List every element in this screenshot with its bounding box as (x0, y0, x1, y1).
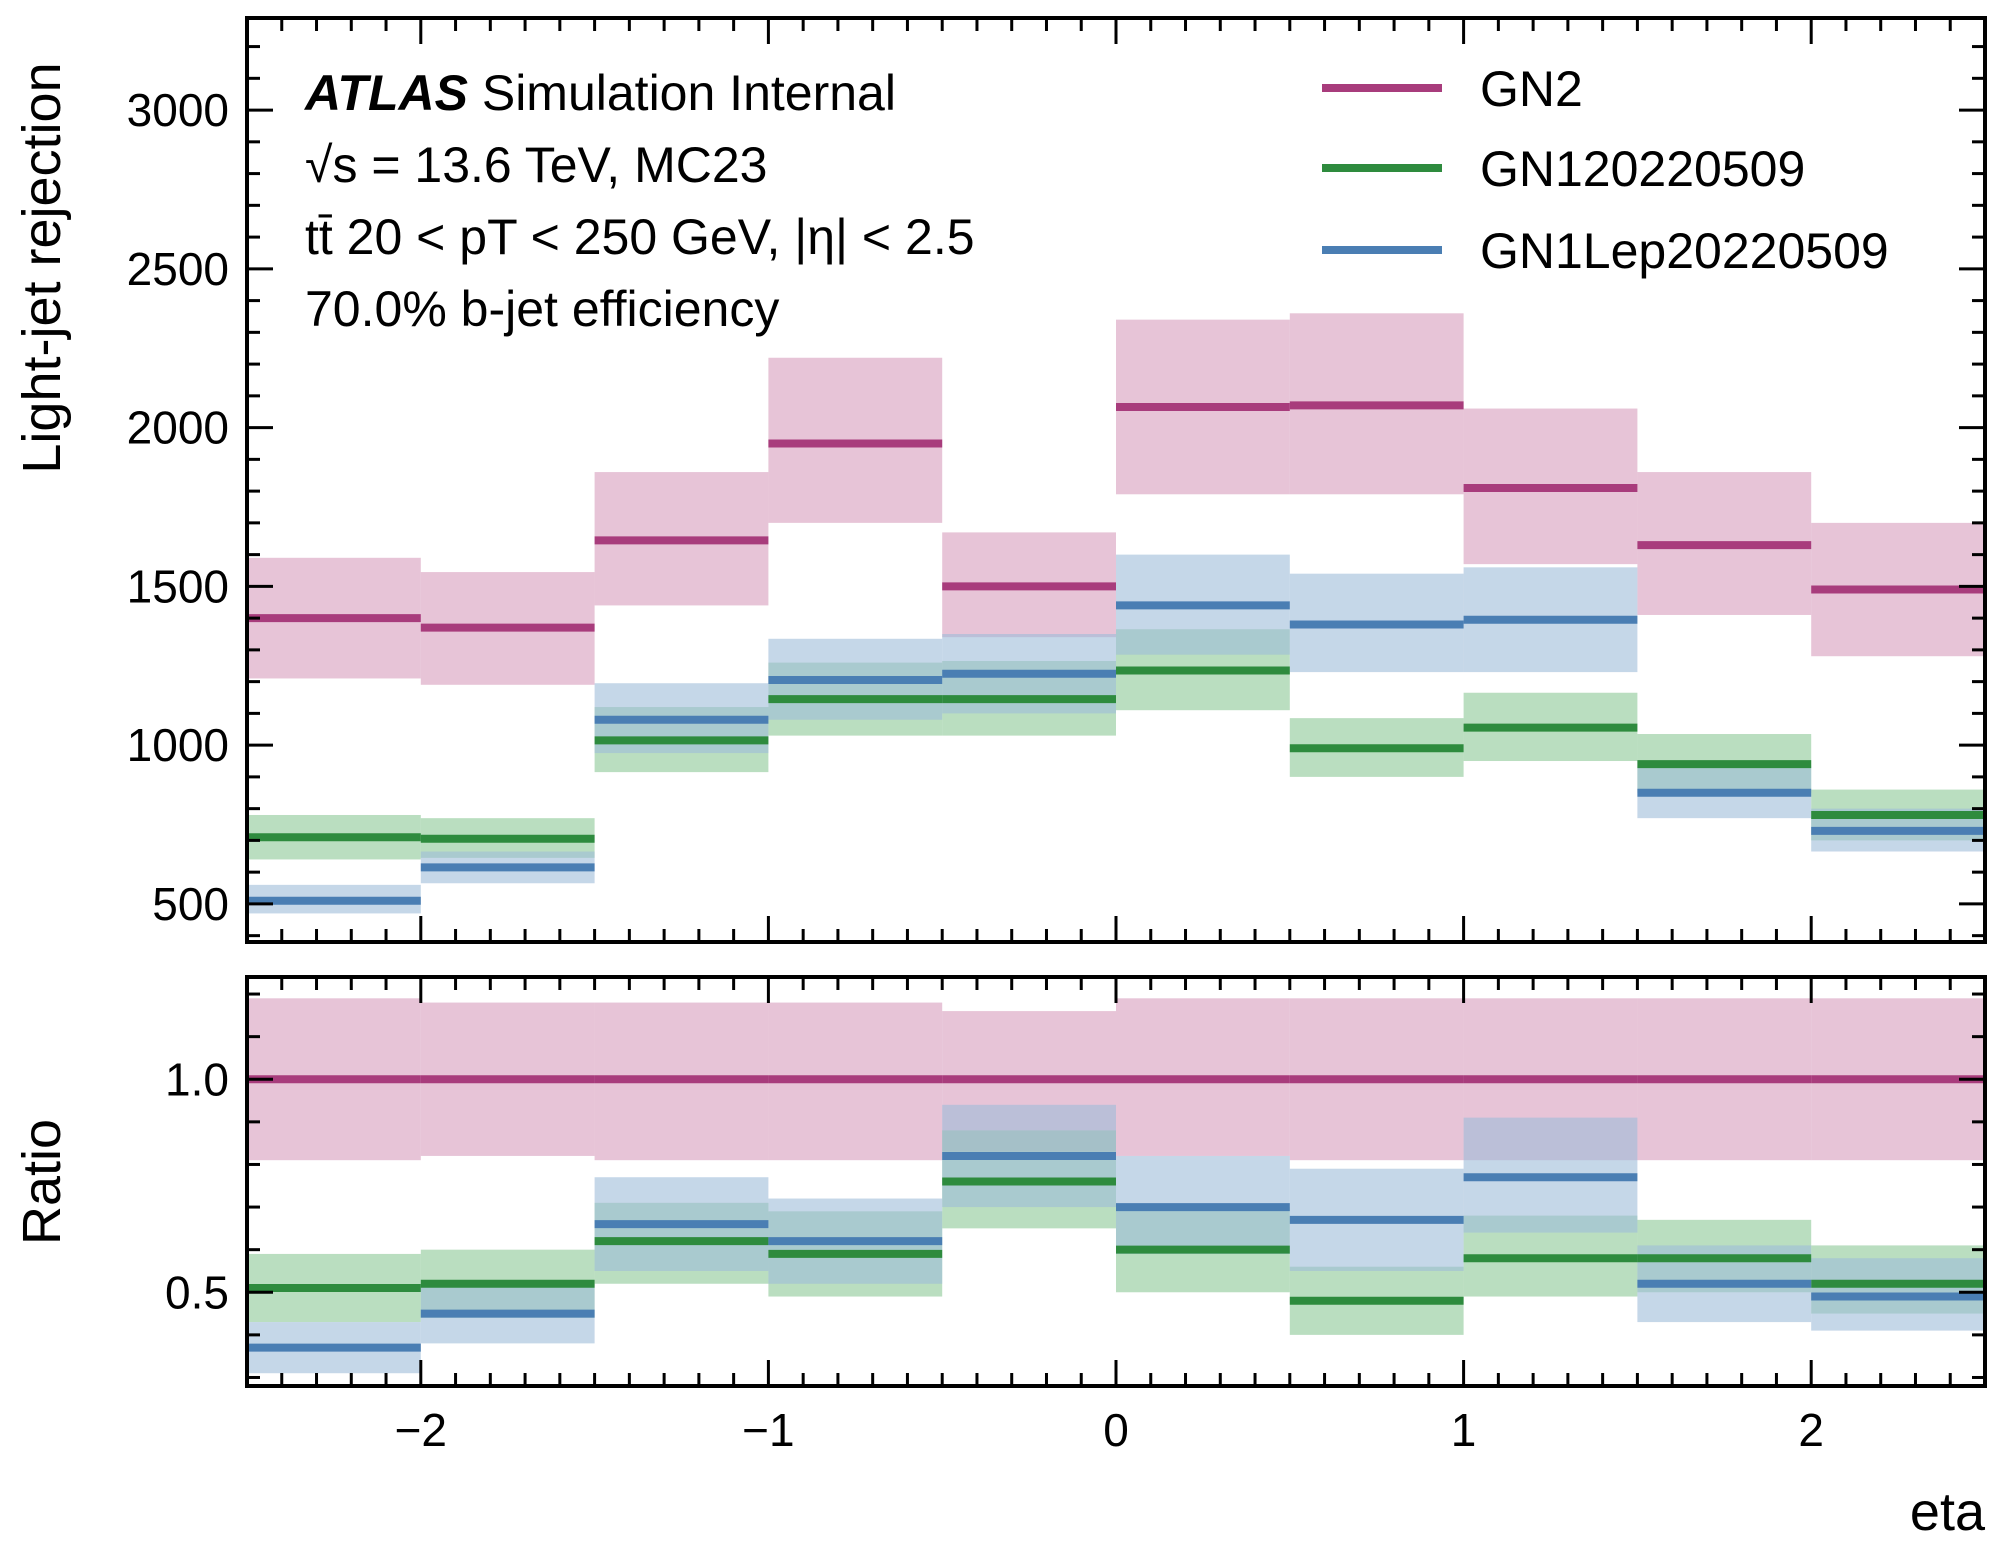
ratio-panel-frame (245, 975, 1987, 1388)
ratio-xtick-label: 1 (1451, 1404, 1477, 1456)
main-ytick-label: 1000 (127, 719, 229, 771)
ratio-xtick-label: 0 (1103, 1404, 1129, 1456)
legend-label-gn2: GN2 (1480, 61, 1583, 117)
main-y-axis-label: Light-jet rejection (12, 62, 72, 473)
main-panel: 500 1000 1500 2000 2500 3000 Light-jet reject… (12, 16, 1987, 944)
ratio-y-axis-label: Ratio (12, 1119, 72, 1245)
main-ytick-label: 3000 (127, 84, 229, 136)
main-ytick-label: 500 (152, 878, 229, 930)
main-ytick-label: 2000 (127, 402, 229, 454)
main-ytick-label: 1500 (127, 560, 229, 612)
ratio-lines (247, 1075, 1985, 1352)
ratio-ytick-labels: 0.5 1.0 (165, 1053, 229, 1318)
main-ytick-labels: 500 1000 1500 2000 2500 3000 (127, 84, 229, 930)
main-ytick-label: 2500 (127, 243, 229, 295)
ratio-xtick-label: −2 (395, 1404, 447, 1456)
ratio-ytick-label: 1.0 (165, 1053, 229, 1105)
ratio-ytick-label: 0.5 (165, 1266, 229, 1318)
plot-annotations: ATLAS Simulation Internal √s = 13.6 TeV,… (303, 65, 975, 337)
ratio-xtick-label: 2 (1798, 1404, 1824, 1456)
legend: GN2 GN120220509 GN1Lep20220509 (1322, 61, 1889, 279)
legend-label-gn1lep: GN1Lep20220509 (1480, 223, 1889, 279)
ratio-xtick-labels: −2 −1 0 1 2 (395, 1404, 1824, 1456)
atlas-label-rest: Simulation Internal (468, 65, 896, 121)
ratio-xtick-label: −1 (742, 1404, 794, 1456)
main-panel-frame (245, 16, 1987, 944)
main-lines (247, 401, 1985, 905)
annotation-line-1: ATLAS Simulation Internal (303, 65, 896, 121)
legend-label-gn1: GN120220509 (1480, 141, 1805, 197)
atlas-label: ATLAS (303, 65, 468, 121)
x-axis-label: eta (1910, 1482, 1986, 1542)
ratio-panel: 0.5 1.0 −2 −1 0 1 2 Ratio eta (12, 975, 1987, 1542)
annotation-line-3: tt̄ 20 < pT < 250 GeV, |η| < 2.5 (305, 209, 975, 265)
annotation-line-2: √s = 13.6 TeV, MC23 (305, 137, 767, 193)
annotation-line-4: 70.0% b-jet efficiency (305, 281, 779, 337)
